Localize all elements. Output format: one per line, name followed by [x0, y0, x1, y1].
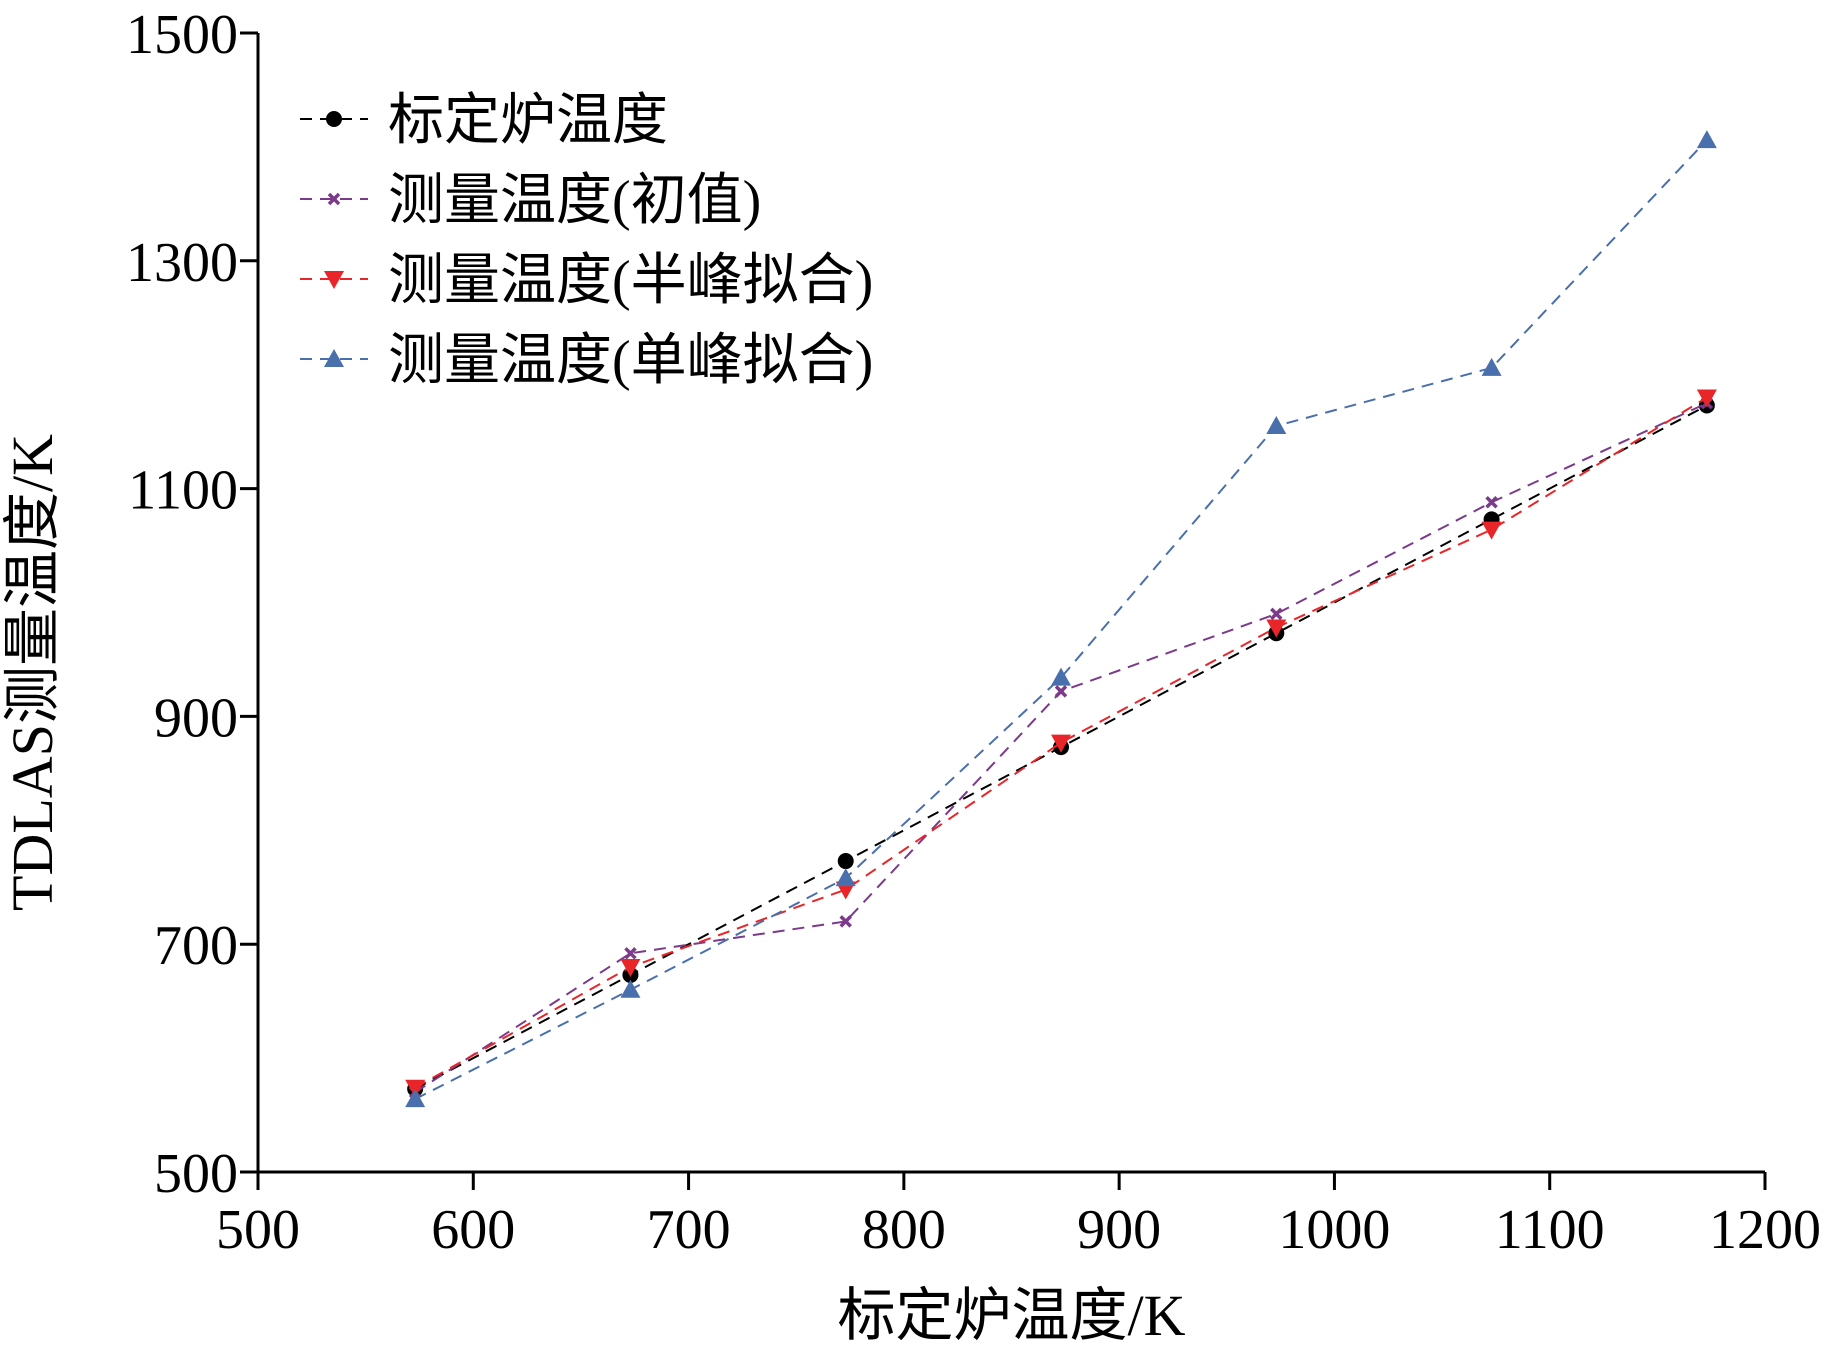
y-tick-label: 500: [154, 1143, 238, 1205]
x-tick-label: 900: [1077, 1199, 1161, 1261]
data-point: [405, 1079, 426, 1098]
legend-marker: [324, 271, 344, 289]
series-4: [405, 130, 1717, 1108]
legend-label: 标定炉温度: [388, 90, 668, 152]
y-tick-label: 1300: [126, 232, 238, 294]
data-point: [1696, 130, 1717, 149]
data-point: [1051, 734, 1072, 753]
legend-label: 测量温度(单峰拟合): [388, 330, 873, 392]
axes: [256, 33, 1765, 1174]
data-point: [1266, 619, 1287, 638]
series-layer: [405, 130, 1717, 1108]
y-tick-label: 900: [154, 687, 238, 749]
data-point: [1051, 667, 1072, 686]
data-point: [1481, 357, 1502, 376]
data-point: [1696, 389, 1717, 408]
y-tick-label: 1500: [126, 4, 238, 66]
y-tick-label: 700: [154, 915, 238, 977]
x-tick-label: 1200: [1709, 1199, 1821, 1261]
x-axis-label: 标定炉温度/K: [837, 1283, 1185, 1348]
data-point: [1266, 415, 1287, 434]
data-point: [837, 853, 854, 870]
y-tick-label: 1100: [128, 460, 238, 522]
legend-marker: [326, 111, 342, 127]
data-point: [839, 915, 852, 928]
x-tick-label: 1100: [1495, 1199, 1605, 1261]
data-point: [1485, 496, 1498, 509]
legend-label: 测量温度(半峰拟合): [388, 250, 873, 312]
x-tick-label: 600: [431, 1199, 515, 1261]
series-3: [405, 389, 1717, 1098]
data-point: [620, 979, 641, 998]
legend-marker: [324, 349, 344, 367]
legend-item-3: 测量温度(半峰拟合): [300, 250, 873, 312]
data-point: [624, 947, 637, 960]
legend-marker: [327, 192, 341, 206]
y-axis-label: TDLAS测量温度/K: [0, 434, 65, 911]
data-point: [620, 958, 641, 977]
x-tick-label: 800: [862, 1199, 946, 1261]
data-point: [405, 1089, 426, 1108]
legend-item-1: 标定炉温度: [300, 90, 668, 152]
data-point: [1481, 521, 1502, 540]
data-point: [1054, 685, 1068, 698]
x-tick-label: 1000: [1278, 1199, 1390, 1261]
legend-item-2: 测量温度(初值): [300, 170, 761, 232]
data-point: [1270, 607, 1283, 621]
x-tick-label: 700: [647, 1199, 731, 1261]
legend-label: 测量温度(初值): [388, 170, 761, 232]
x-tick-label: 500: [216, 1199, 300, 1261]
data-point: [835, 868, 856, 887]
legend-item-4: 测量温度(单峰拟合): [300, 330, 873, 392]
ticks: 500 600 700 800 900 1000 1100 1200 500 700 900 1100…: [126, 4, 1821, 1261]
